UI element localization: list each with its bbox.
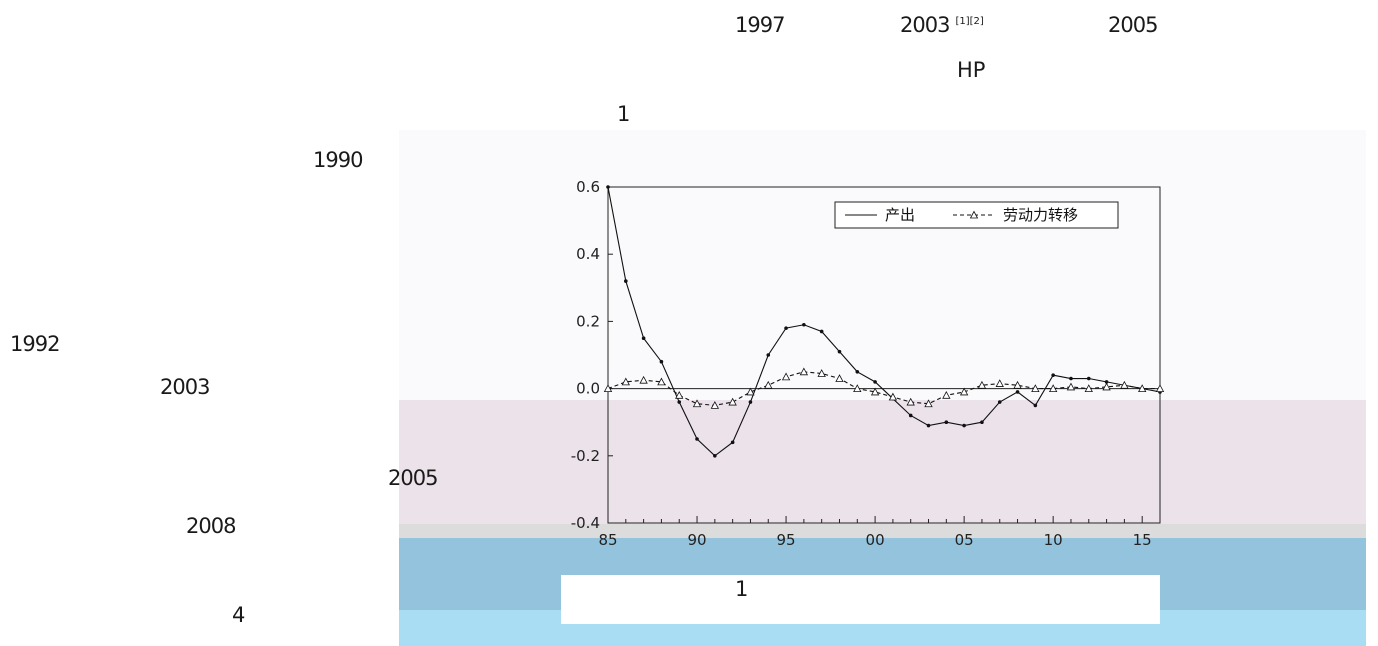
- series-line: [607, 371, 1160, 406]
- series-point: [802, 322, 806, 327]
- x-tick-label: 85: [598, 531, 617, 549]
- series-point: [603, 384, 613, 393]
- series-point: [639, 375, 648, 384]
- series-point: [1138, 384, 1147, 393]
- series-point: [781, 372, 791, 381]
- x-tick-label: 00: [866, 531, 885, 549]
- series-point: [1013, 380, 1022, 389]
- x-tick-label: 90: [687, 531, 706, 549]
- series-point: [1051, 373, 1055, 377]
- series-point: [784, 326, 788, 330]
- series-point: [1155, 384, 1165, 393]
- year-2003: 2003: [900, 13, 950, 37]
- series-point: [819, 329, 824, 334]
- series-point: [1104, 380, 1109, 384]
- series-line: [607, 186, 1161, 457]
- series-point: [997, 400, 1002, 404]
- series-point: [621, 377, 630, 386]
- series-point: [817, 369, 826, 377]
- year-1997: 1997: [735, 13, 785, 37]
- series-point: [730, 440, 735, 445]
- plot-frame: [607, 186, 1161, 524]
- series-point: [659, 359, 664, 364]
- series-point: [692, 399, 702, 408]
- series-point: [1120, 380, 1129, 389]
- y-tick-label: 0.4: [576, 245, 600, 263]
- series-point: [728, 397, 737, 406]
- series-point: [959, 387, 969, 396]
- year-2003-with-refs: 2003 [1][2]: [900, 15, 984, 36]
- series-point: [1084, 384, 1093, 393]
- series-point: [1015, 390, 1020, 394]
- y-tick-label: 0.0: [576, 380, 600, 398]
- series-point: [906, 397, 915, 406]
- series-point: [980, 420, 984, 424]
- y-tick-label: -0.2: [571, 447, 600, 465]
- legend-label-output: 产出: [885, 206, 915, 224]
- legend-marker-labor: [969, 210, 979, 219]
- series-point: [888, 392, 898, 401]
- series-point: [1066, 382, 1076, 391]
- series-point: [641, 336, 646, 340]
- series-point: [764, 380, 773, 389]
- year-2005-b: 2005: [388, 466, 438, 490]
- x-tick-label: 95: [777, 531, 796, 549]
- series-point: [713, 454, 717, 458]
- figure-caption-number: 1: [735, 577, 748, 601]
- series-point: [675, 390, 684, 399]
- legend-label-labor: 劳动力转移: [1003, 206, 1078, 224]
- series-point: [606, 185, 610, 189]
- series-point: [748, 400, 753, 404]
- series-point: [873, 380, 877, 384]
- series-point: [657, 377, 666, 386]
- year-1992: 1992: [10, 332, 60, 356]
- series-point: [924, 399, 933, 408]
- series-point: [1048, 384, 1058, 393]
- series-point: [695, 437, 699, 441]
- x-tick-label: 10: [1044, 531, 1063, 549]
- citation-refs: [1][2]: [955, 16, 984, 27]
- series-point: [1033, 403, 1038, 408]
- series-point: [677, 400, 682, 404]
- x-tick-label: 15: [1133, 531, 1152, 549]
- series-point: [1086, 376, 1091, 381]
- series-point: [835, 374, 844, 382]
- series-point: [995, 379, 1004, 387]
- figure-caption-box: [561, 575, 1160, 624]
- hp-label: HP: [957, 58, 986, 82]
- series-point: [977, 380, 987, 389]
- y-tick-label: -0.4: [571, 514, 600, 532]
- series-point: [870, 387, 880, 396]
- year-2005: 2005: [1108, 13, 1158, 37]
- series-point: [766, 353, 771, 357]
- series-point: [908, 413, 913, 418]
- series-point: [853, 384, 862, 393]
- series-point: [926, 423, 931, 428]
- series-point: [855, 370, 860, 374]
- number-four: 4: [232, 603, 245, 627]
- series-point: [710, 401, 720, 409]
- line-chart: 0.6 0.4 0.2 0.0 -0.2 -0.485 90 95 00 05 10 15 产出 劳动力转…: [571, 178, 1165, 549]
- series-point: [746, 387, 755, 396]
- figure-number-top: 1: [617, 102, 630, 126]
- series-point: [1031, 384, 1040, 393]
- year-2008: 2008: [186, 514, 236, 538]
- figure-band-top: [399, 130, 1366, 404]
- series-point: [837, 349, 842, 354]
- figure-band-grey: [399, 524, 1366, 540]
- series-point: [942, 390, 951, 399]
- y-tick-label: 0.2: [576, 312, 600, 330]
- series-point: [799, 367, 809, 376]
- x-tick-label: 05: [955, 531, 974, 549]
- series-point: [1102, 382, 1111, 391]
- series-point: [962, 423, 966, 428]
- year-2003-b: 2003: [160, 375, 210, 399]
- figure-band-pink: [399, 400, 1366, 528]
- series-point: [944, 420, 949, 424]
- series-point: [1069, 376, 1073, 381]
- year-1990: 1990: [313, 148, 363, 172]
- series-point: [624, 279, 628, 283]
- y-tick-label: 0.6: [576, 178, 600, 196]
